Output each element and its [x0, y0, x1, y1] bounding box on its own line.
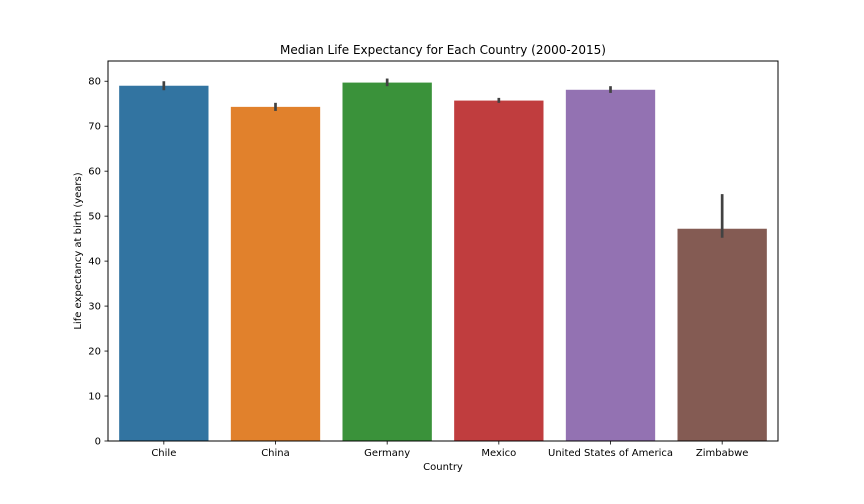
y-tick-label: 20: [88, 347, 101, 358]
y-tick-label: 50: [88, 212, 101, 223]
bar-mexico: [454, 100, 544, 441]
bar-zimbabwe: [677, 228, 767, 441]
x-axis-label: Country: [423, 462, 463, 473]
x-tick-label: Chile: [151, 448, 176, 459]
y-tick-label: 70: [88, 122, 101, 133]
bar-chile: [119, 85, 209, 441]
bars-group: [119, 82, 767, 442]
y-axis-label: Life expectancy at birth (years): [73, 172, 84, 329]
chart-title: Median Life Expectancy for Each Country …: [280, 43, 606, 57]
x-tick-label: Zimbabwe: [696, 448, 749, 459]
y-tick-label: 40: [88, 257, 101, 268]
x-axis: Chile China Germany Mexico United States of …: [151, 441, 748, 459]
bar-germany: [342, 82, 432, 441]
y-tick-label: 0: [95, 437, 101, 448]
y-axis: 0 10 20 30 40 50 60 70 80: [88, 77, 108, 448]
x-tick-label: Germany: [364, 448, 410, 459]
x-tick-label: China: [261, 448, 290, 459]
x-tick-label: United States of America: [548, 448, 673, 459]
plot-frame: [107, 60, 779, 442]
bar-china: [230, 106, 321, 442]
y-tick-label: 60: [88, 167, 101, 178]
x-tick-label: Mexico: [481, 448, 516, 459]
y-tick-label: 10: [88, 392, 101, 403]
bar-united-states-of-america: [565, 89, 656, 441]
y-tick-label: 80: [88, 77, 101, 88]
y-tick-label: 30: [88, 302, 101, 313]
error-bars-group: [162, 78, 724, 238]
